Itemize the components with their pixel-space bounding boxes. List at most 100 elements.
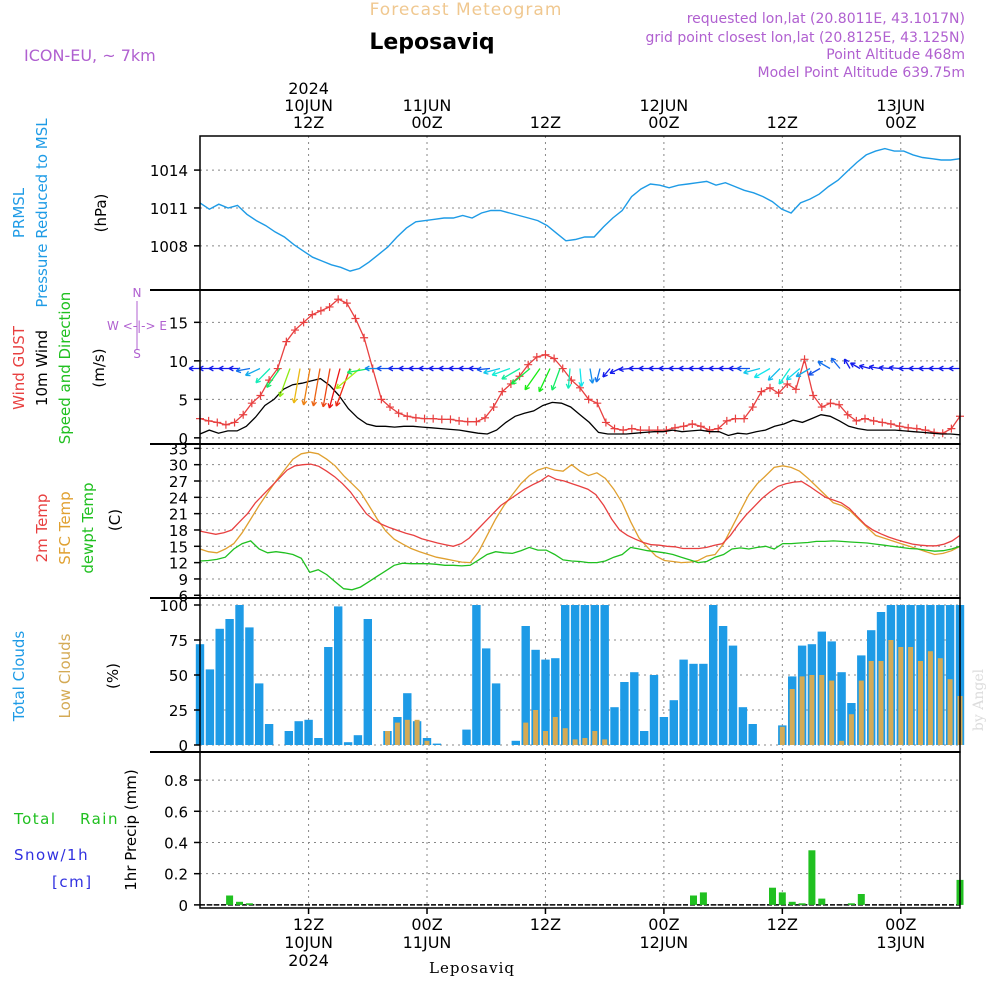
forecast-title: Forecast Meteogram: [370, 0, 563, 20]
wind-direction-arrow: [448, 365, 460, 372]
gust-marker: [947, 424, 956, 433]
wind-direction-arrow: [767, 368, 781, 381]
gust-marker: [766, 383, 774, 392]
gust-marker: [826, 399, 835, 408]
gust-marker: [463, 417, 472, 426]
gust-marker: [299, 318, 308, 327]
wind-direction-arrow: [476, 366, 491, 373]
gust-marker: [316, 306, 325, 315]
total-clouds-bar: [304, 719, 313, 745]
panel-frame: [199, 135, 961, 291]
y-tick-label: 15: [169, 314, 188, 332]
total-clouds-bar: [462, 729, 471, 745]
y-tick-label: 15: [169, 538, 188, 556]
wind-direction-arrow: [778, 368, 791, 385]
precip-bar: [798, 903, 806, 905]
y-tick-label: 24: [169, 489, 188, 507]
bottom-time-label: 00Z: [885, 915, 916, 934]
top-time-label: 10JUN: [284, 96, 333, 115]
gust-marker: [861, 414, 869, 423]
y-tick-label: 5: [178, 391, 188, 409]
y-tick-label: 12: [169, 555, 188, 573]
wind-direction-arrow: [334, 368, 351, 407]
wind-direction-arrow: [708, 365, 720, 372]
pressure-unit: (hPa): [92, 194, 110, 233]
gust-marker: [481, 413, 489, 422]
wind-direction-arrow: [648, 365, 660, 372]
precip-bar: [857, 894, 865, 905]
gust-marker: [886, 419, 895, 428]
top-time-label: 12Z: [530, 113, 561, 132]
wind-direction-arrow: [255, 368, 271, 384]
low-clouds-bar: [552, 717, 558, 745]
total-clouds-bar: [728, 645, 738, 745]
wind-direction-arrow: [628, 365, 640, 372]
y-tick-label: 33: [169, 440, 188, 458]
total-clouds-bar: [699, 663, 708, 745]
gust-marker: [912, 424, 921, 433]
wind-direction-arrow: [228, 365, 240, 372]
gust-marker: [334, 295, 343, 304]
gust-marker: [420, 414, 429, 423]
y-tick-label: 0.6: [164, 803, 188, 821]
low-clouds-bar: [908, 647, 914, 745]
low-clouds-bar: [592, 731, 598, 745]
gust-marker: [489, 403, 498, 412]
total-clouds-bar: [570, 605, 580, 745]
wind-direction-arrow: [510, 368, 531, 385]
precip-rain-label: Rain: [80, 810, 119, 828]
total-clouds-bar: [403, 693, 412, 745]
gust-marker: [524, 360, 533, 369]
total-clouds-bar: [738, 707, 748, 745]
gust-marker: [532, 352, 541, 361]
y-tick-label: 0.4: [164, 834, 188, 852]
precip-total-label: Total: [13, 810, 57, 828]
gust-marker: [550, 354, 559, 363]
pressure-label-long: Pressure Reduced to MSL: [33, 118, 51, 308]
low-clouds-bar: [414, 719, 420, 745]
gust-marker: [809, 391, 818, 400]
panel-frame: [199, 751, 961, 909]
wind-direction-arrow: [638, 365, 650, 372]
gust-marker: [291, 326, 299, 335]
precip-bar: [690, 895, 697, 905]
wind-direction-arrow: [235, 367, 251, 374]
wind-direction-arrow: [418, 365, 430, 372]
wind-gust-label: Wind GUST: [10, 325, 28, 410]
wind-direction-arrow: [327, 368, 341, 409]
total-clouds-bar: [709, 605, 718, 745]
wind-direction-arrow: [609, 367, 621, 375]
gust-marker: [282, 337, 291, 346]
gust-marker: [843, 410, 852, 419]
wind-direction-arrow: [398, 365, 410, 372]
temp-2m-label: 2m Temp: [33, 494, 51, 563]
low-clouds-bar: [868, 661, 874, 745]
gust-marker: [757, 387, 766, 396]
gust-marker: [740, 414, 749, 423]
wind-direction-arrow: [588, 368, 595, 384]
wind-direction-arrow: [849, 362, 861, 370]
low-clouds-bar: [927, 651, 933, 745]
gust-marker: [895, 422, 904, 431]
gust-marker: [342, 299, 351, 308]
wind-direction-arrow: [594, 368, 601, 383]
gust-marker: [230, 418, 239, 427]
bottom-time-label: 10JUN: [284, 933, 333, 952]
y-tick-label: 0.8: [164, 772, 188, 790]
low-clouds-bar: [582, 738, 588, 745]
wind-direction-arrow: [278, 368, 291, 398]
wind-direction-arrow: [918, 365, 930, 372]
gust-marker: [869, 416, 878, 425]
gust-marker: [653, 426, 662, 435]
precip-snow-unit: [cm]: [52, 873, 93, 891]
total-clouds-bar: [659, 717, 669, 745]
wind-direction-arrow: [808, 367, 821, 376]
bottom-time-label: 11JUN: [403, 933, 452, 952]
y-tick-label: 1014: [150, 162, 188, 180]
bottom-time-label: 2024: [288, 951, 329, 970]
total-clouds-bar: [689, 663, 698, 745]
top-time-label: 12JUN: [640, 96, 689, 115]
wind-direction-arrow: [335, 368, 361, 390]
pressure-label-short: PRMSL: [10, 187, 28, 238]
